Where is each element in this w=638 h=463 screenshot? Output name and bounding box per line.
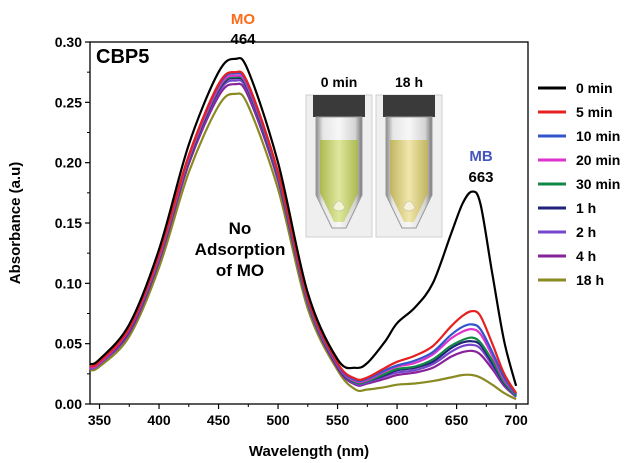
series-line-2-h — [89, 79, 517, 398]
series-line-0-min — [89, 56, 518, 387]
legend-label: 30 min — [576, 176, 620, 192]
vial-photo-18h — [375, 94, 443, 238]
y-tick-label: 0.30 — [55, 34, 82, 50]
annotation-no-adsorption: No Adsorption of MO — [195, 219, 286, 280]
legend-label: 20 min — [576, 152, 620, 168]
y-tick-label: 0.15 — [55, 215, 82, 231]
legend-label: 2 h — [576, 224, 596, 240]
series-line-1-h — [89, 76, 517, 397]
x-tick-label: 400 — [147, 412, 171, 428]
series-line-4-h — [89, 82, 517, 398]
x-tick-label: 550 — [326, 412, 350, 428]
annotation-464: 464 — [230, 31, 256, 48]
x-tick-label: 650 — [445, 412, 469, 428]
photo-label-18h: 18 h — [395, 74, 423, 90]
legend-label: 18 h — [576, 272, 604, 288]
y-tick-label: 0.00 — [55, 396, 82, 412]
y-tick-label: 0.10 — [55, 275, 82, 291]
legend: 0 min 5 min 10 min 20 min 30 min 1 h 2 h 4 h 18 … — [538, 80, 620, 288]
chart-title: CBP5 — [96, 46, 149, 68]
x-tick-label: 500 — [266, 412, 290, 428]
annotation-mb: MB — [469, 148, 492, 165]
series-layer — [89, 56, 518, 401]
x-tick-label: 700 — [504, 412, 528, 428]
series-line-18-h — [89, 92, 517, 401]
x-tick-label: 600 — [385, 412, 409, 428]
x-axis-ticks: 350 400 450 500 550 600 650 700 — [88, 404, 528, 428]
series-line-5-min — [89, 70, 518, 394]
y-axis-label: Absorbance (a.u) — [7, 162, 24, 285]
legend-label: 5 min — [576, 104, 613, 120]
y-tick-label: 0.05 — [55, 336, 82, 352]
legend-label: 0 min — [576, 80, 613, 96]
x-axis-label: Wavelength (nm) — [249, 443, 369, 460]
y-tick-label: 0.20 — [55, 155, 82, 171]
legend-label: 10 min — [576, 128, 620, 144]
annotation-663: 663 — [468, 169, 493, 186]
x-tick-label: 450 — [207, 412, 231, 428]
photo-label-0min: 0 min — [321, 74, 358, 90]
legend-label: 1 h — [576, 200, 596, 216]
annotation-mo: MO — [231, 11, 255, 28]
vial-photo-0min — [305, 94, 373, 238]
y-axis-ticks: 0.00 0.05 0.10 0.15 0.20 0.25 0.30 — [55, 34, 90, 412]
legend-label: 4 h — [576, 248, 596, 264]
y-tick-label: 0.25 — [55, 94, 82, 110]
x-tick-label: 350 — [88, 412, 112, 428]
